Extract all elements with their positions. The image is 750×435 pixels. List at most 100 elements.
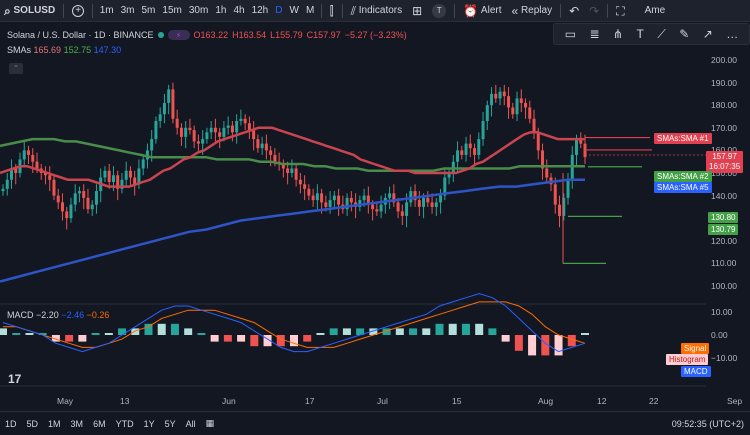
- candle-body: [566, 179, 570, 198]
- candle-body: [477, 139, 481, 155]
- indicators-icon: ⫽: [350, 3, 356, 18]
- histogram-bar: [12, 333, 21, 335]
- market-status-icon: [157, 32, 164, 38]
- candle-body: [519, 98, 523, 103]
- clock[interactable]: 09:52:35 (UTC+2): [671, 419, 744, 429]
- interval-D[interactable]: D: [275, 5, 283, 16]
- range-ytd[interactable]: YTD: [115, 418, 134, 429]
- range-1m[interactable]: 1M: [48, 418, 61, 429]
- price-axis-label: 140.00: [711, 190, 737, 201]
- interval-15m[interactable]: 15m: [162, 5, 182, 16]
- candle-body: [337, 195, 341, 205]
- alarm-clock-icon: ⏰: [463, 3, 479, 18]
- candle-body: [179, 127, 183, 137]
- candle-body: [528, 107, 532, 119]
- interval-4h[interactable]: 4h: [233, 5, 245, 16]
- candle-body: [260, 143, 264, 149]
- histogram-bar: [210, 335, 219, 342]
- range-6m[interactable]: 6M: [93, 418, 106, 429]
- user-menu[interactable]: Ame: [640, 0, 671, 22]
- time-axis-label: 17: [305, 396, 315, 406]
- candle-body: [468, 143, 472, 149]
- symbol-legend: Solana / U.S. Dollar · 1D · BINANCE ⚡ O1…: [7, 30, 407, 40]
- ray-icon[interactable]: ↗: [702, 27, 713, 41]
- range-1d[interactable]: 1D: [5, 418, 17, 429]
- histogram-bar: [0, 328, 7, 335]
- candle-body: [281, 163, 285, 169]
- candle-body: [69, 204, 73, 219]
- brush-icon[interactable]: ✎: [679, 27, 690, 41]
- price-axis-label: 170.00: [711, 122, 737, 133]
- rectangle-icon[interactable]: ▭: [564, 27, 577, 41]
- candle-body: [188, 127, 192, 131]
- range-all[interactable]: All: [185, 418, 196, 429]
- redo-button[interactable]: ↷: [584, 0, 604, 22]
- tradingview-logo: 17: [8, 372, 22, 386]
- symbol-label: SOLUSD: [13, 5, 56, 16]
- candle-body: [65, 211, 69, 219]
- interval-1h[interactable]: 1h: [215, 5, 227, 16]
- chart-type-button[interactable]: ⫿: [325, 0, 339, 22]
- range-5y[interactable]: 5Y: [164, 418, 176, 429]
- sma-legend[interactable]: SMAs 165.69 152.75 147.30: [7, 45, 121, 55]
- macd-legend[interactable]: MACD −2.20 −2.46 −0.26: [7, 310, 109, 320]
- trendline-icon[interactable]: ⟋: [657, 26, 666, 41]
- layout-button[interactable]: ⊞: [407, 0, 427, 22]
- visual-order-icon[interactable]: ⚡: [167, 30, 190, 40]
- legend-title: Solana / U.S. Dollar · 1D · BINANCE: [7, 30, 154, 40]
- candle-body: [549, 177, 553, 185]
- candle-body: [413, 191, 417, 201]
- candle-body: [485, 105, 489, 122]
- interval-3m[interactable]: 3m: [120, 5, 135, 16]
- candle-body: [18, 159, 22, 173]
- text-icon[interactable]: T: [636, 27, 644, 41]
- range-3m[interactable]: 3M: [70, 418, 84, 429]
- price-axis-label: 200.00: [711, 55, 737, 65]
- interval-5m[interactable]: 5m: [141, 5, 156, 16]
- interval-M[interactable]: M: [305, 5, 315, 16]
- range-5d[interactable]: 5D: [26, 418, 39, 429]
- undo-button[interactable]: ↶: [564, 0, 584, 22]
- sma1-value: 165.69: [33, 45, 62, 55]
- sma1-tag: SMAs:SMA #1: [654, 133, 712, 144]
- candle-body: [150, 139, 154, 151]
- date-range-icon[interactable]: ▦: [205, 418, 215, 428]
- histogram-bar: [25, 333, 34, 335]
- price-axis-label: 190.00: [711, 77, 737, 88]
- indicators-button[interactable]: ⫽ Indicators: [346, 0, 408, 22]
- histogram-bar: [356, 328, 365, 335]
- interval-1m[interactable]: 1m: [99, 5, 114, 16]
- candle-body: [460, 150, 464, 155]
- interval-30m[interactable]: 30m: [188, 5, 209, 16]
- interval-12h[interactable]: 12h: [251, 5, 269, 16]
- collapse-legend-button[interactable]: ⌃: [9, 63, 23, 74]
- macd-value-2: −2.46: [61, 310, 85, 320]
- more-tools-icon[interactable]: …: [726, 27, 739, 41]
- histogram-bar: [514, 335, 523, 351]
- fib-icon[interactable]: ≣: [589, 27, 600, 41]
- divider: [607, 3, 609, 18]
- pitchfork-icon[interactable]: ⋔: [613, 27, 624, 41]
- interval-W[interactable]: W: [289, 5, 299, 16]
- alert-button[interactable]: ⏰ Alert: [458, 0, 506, 22]
- candle-body: [417, 200, 421, 207]
- candle-body: [86, 197, 90, 210]
- candle-body: [354, 202, 358, 207]
- replay-button[interactable]: « Replay: [506, 0, 557, 22]
- user-label: Ame: [644, 5, 666, 16]
- compare-button[interactable]: +: [67, 0, 89, 22]
- candle-body: [116, 175, 120, 189]
- range-1y[interactable]: 1Y: [143, 418, 155, 429]
- macd-axis-label: 10.00: [711, 307, 733, 317]
- histogram-bar: [409, 328, 418, 335]
- templates-button[interactable]: T: [427, 0, 451, 22]
- histogram-bar: [276, 335, 285, 347]
- candle-body: [26, 150, 30, 155]
- candle-body: [570, 154, 574, 180]
- histogram-bar: [290, 335, 298, 347]
- legend-open: O163.22: [193, 30, 229, 40]
- candle-body: [252, 130, 256, 140]
- fullscreen-button[interactable]: ⛶: [611, 0, 629, 22]
- symbol-search-button[interactable]: ⌕ SOLUSD: [0, 0, 60, 22]
